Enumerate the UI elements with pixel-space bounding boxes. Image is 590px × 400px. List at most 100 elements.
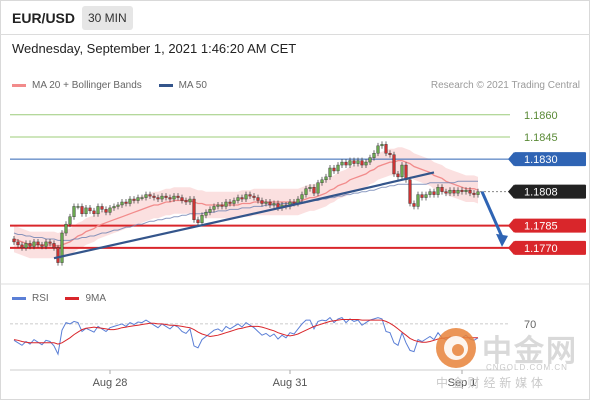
candle-body (140, 197, 144, 199)
candle-body (396, 173, 400, 178)
candle-body (120, 201, 124, 206)
candle-body (56, 247, 60, 263)
candle-body (264, 201, 268, 204)
watermark-domain: CNGOLD.COM.CN (486, 363, 568, 372)
level-label-1.1770: 1.1770 (524, 243, 558, 255)
candle-body (240, 197, 244, 200)
candle-body (340, 161, 344, 166)
candle-body (208, 209, 212, 213)
candle-body (112, 206, 116, 209)
candle-body (152, 195, 156, 198)
candle-body (160, 195, 164, 200)
candle-body (48, 241, 52, 244)
candle-body (60, 232, 64, 263)
candle-body (136, 197, 140, 201)
candle-body (184, 200, 188, 203)
candle-body (292, 201, 296, 204)
candle-body (444, 191, 448, 194)
cngold-watermark: 中金网 CNGOLD.COM.CN 中 金 财 经 新 媒 体 (434, 322, 584, 392)
ma50-line (13, 180, 478, 241)
candle-body (132, 198, 136, 201)
symbol-label: EUR/USD (12, 10, 76, 26)
candle-body (256, 197, 260, 201)
candle-body (468, 189, 472, 194)
candle-body (176, 195, 180, 198)
candle-body (236, 197, 240, 201)
candle-body (416, 194, 420, 207)
candle-body (216, 204, 220, 207)
candle-body (156, 197, 160, 200)
ma20-legend-label: MA 20 + Bollinger Bands (32, 80, 142, 91)
candle-body (12, 238, 16, 243)
candle-body (324, 176, 328, 181)
candle-body (384, 144, 388, 154)
candle-body (272, 203, 276, 206)
candle-body (368, 157, 372, 163)
candle-body (76, 206, 80, 208)
candle-body (228, 201, 232, 204)
candle-body (328, 167, 332, 178)
candle-body (124, 201, 128, 204)
candle-body (356, 160, 360, 164)
candle-body (88, 207, 92, 212)
x-tick-label: Aug 28 (93, 377, 128, 389)
candle-body (244, 194, 248, 200)
candles-layer (12, 141, 480, 266)
candle-body (68, 216, 72, 225)
candle-body (472, 192, 476, 195)
level-badge-1.1785 (514, 218, 586, 233)
candle-body (428, 191, 432, 195)
research-credit: Research © 2021 Trading Central (430, 80, 580, 91)
candle-body (420, 194, 424, 198)
forecast-arrow-head (496, 233, 508, 247)
candle-body (380, 144, 384, 147)
candle-body (412, 203, 416, 207)
candle-body (464, 189, 468, 192)
header-divider (0, 34, 590, 35)
level-badge-pointer-1.1808 (508, 184, 514, 199)
candle-body (168, 197, 172, 200)
candle-body (80, 206, 84, 215)
candle-body (400, 164, 404, 178)
candle-body (116, 204, 120, 207)
candle-body (364, 161, 368, 166)
moving-averages-layer (13, 159, 479, 247)
candle-body (476, 191, 480, 195)
candle-body (260, 200, 264, 204)
candle-body (344, 161, 348, 166)
rsi-layer: 70 (10, 316, 536, 356)
candle-body (72, 206, 76, 217)
trendline-1 (305, 171, 435, 204)
indicator-legend: RSI 9MA (12, 293, 106, 304)
datetime-label: Wednesday, September 1, 2021 1:46:20 AM … (12, 41, 297, 56)
rsi-legend-label: RSI (32, 293, 49, 304)
level-badge-pointer-1.1830 (508, 152, 514, 167)
cngold-logo-icon (436, 328, 476, 368)
candle-body (360, 160, 364, 166)
candle-body (20, 244, 24, 249)
candle-body (24, 243, 28, 249)
level-label-1.1808: 1.1808 (524, 187, 558, 199)
ma20-line (13, 159, 479, 247)
candle-body (144, 194, 148, 198)
candle-body (188, 198, 192, 203)
candle-body (148, 194, 152, 197)
level-badge-1.1830 (514, 152, 586, 167)
candle-body (432, 191, 436, 195)
candle-body (172, 195, 176, 200)
candle-body (308, 187, 312, 189)
candle-body (424, 194, 428, 198)
chart-header: EUR/USD 30 MIN (0, 0, 590, 34)
candle-body (436, 187, 440, 195)
candle-body (196, 219, 200, 223)
watermark-brand: 中金网 (482, 334, 578, 369)
ma9-legend-label: 9MA (85, 293, 107, 304)
candle-body (128, 198, 132, 204)
timeframe-button[interactable]: 30 MIN (82, 6, 133, 30)
candle-body (456, 189, 460, 194)
ma50-swatch (158, 84, 173, 87)
candle-body (268, 201, 272, 206)
candle-body (460, 189, 464, 192)
candle-body (220, 204, 224, 207)
